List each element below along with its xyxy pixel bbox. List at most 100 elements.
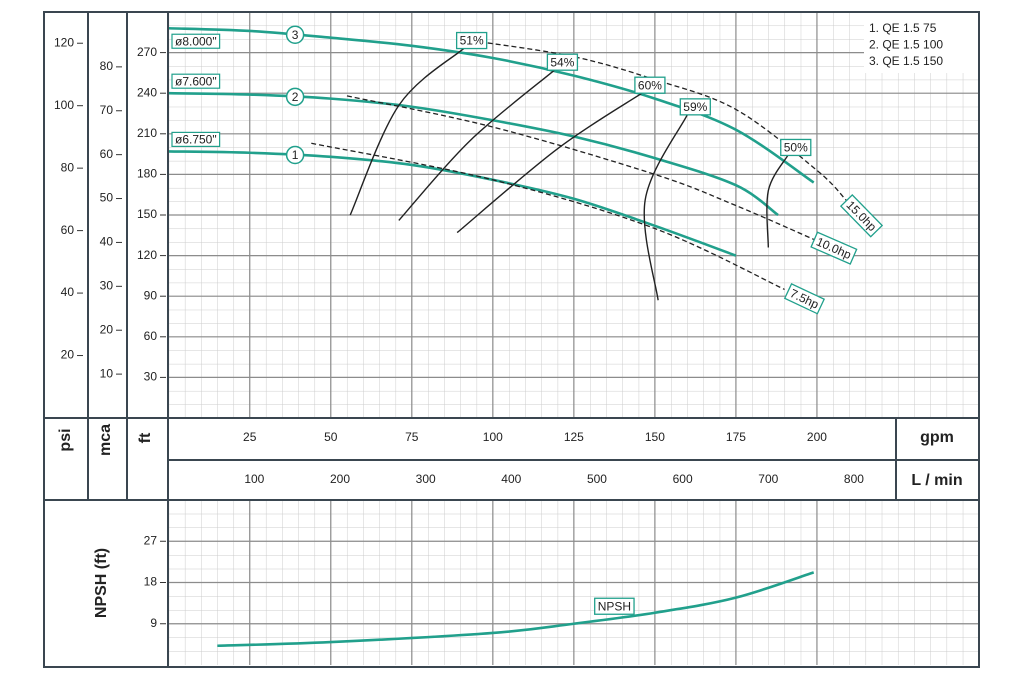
efficiency-label-box — [634, 76, 666, 94]
x-tick-label: 175 — [726, 430, 746, 444]
diameter-label-box — [171, 33, 221, 49]
y2-axis-label: mca — [97, 424, 114, 456]
npsh-axis-label: NPSH (ft) — [93, 548, 110, 618]
efficiency-label-text: 60% — [638, 78, 662, 92]
y2-tick-label: 50 — [100, 191, 114, 205]
legend-box — [864, 13, 978, 73]
curve-name-label-text: NPSH — [598, 599, 631, 613]
efficiency-label-box — [679, 98, 711, 116]
x2-tick-label: 300 — [416, 472, 436, 486]
curve-marker-text: 2 — [292, 90, 299, 104]
y2-tick-label: 10 — [100, 366, 114, 380]
outer-frame — [43, 11, 980, 668]
diameter-label: ø7.600" — [171, 73, 221, 89]
y-tick-label: 150 — [137, 207, 157, 221]
diameter-label-text: ø7.600" — [175, 74, 217, 88]
efficiency-curve — [766, 155, 789, 248]
diameter-label-box — [171, 131, 221, 147]
efficiency-curve — [349, 48, 465, 216]
x-tick-label: 125 — [564, 430, 584, 444]
x-tick-label: 200 — [807, 430, 827, 444]
y3-tick-label: 20 — [61, 348, 75, 362]
efficiency-label: 51% — [455, 31, 488, 50]
curve-marker — [285, 87, 305, 107]
y-tick-label: 240 — [137, 85, 157, 99]
y2-tick-label: 80 — [100, 59, 114, 73]
curve-marker-text: 3 — [292, 28, 299, 42]
x-tick-label: 100 — [483, 430, 503, 444]
x-tick-label: 150 — [645, 430, 665, 444]
legend-entry: 1. QE 1.5 75 — [869, 21, 937, 35]
curve — [168, 26, 815, 184]
power-line — [346, 95, 814, 240]
y3-axis-label: psi — [57, 428, 74, 451]
power-label-box — [839, 194, 884, 238]
curve-marker — [285, 145, 305, 165]
curve-name-label-box — [594, 597, 635, 615]
curve-marker — [285, 25, 305, 44]
legend-entry: 3. QE 1.5 150 — [869, 54, 943, 68]
y3-tick-label: 80 — [61, 160, 75, 174]
x2-tick-label: 800 — [844, 472, 864, 486]
legend: 1. QE 1.5 75 2. QE 1.5 100 3. QE 1.5 150 — [864, 13, 978, 73]
efficiency-label: 60% — [634, 76, 666, 94]
efficiency-label: 50% — [780, 138, 812, 157]
y2-tick-label: 70 — [100, 103, 114, 117]
efficiency-label: 59% — [679, 98, 711, 116]
efficiency-label-box — [455, 31, 488, 50]
efficiency-label-box — [780, 138, 812, 157]
y3-tick-label: 40 — [61, 285, 75, 299]
y-tick-label: 60 — [144, 329, 158, 343]
x-tick-label: 50 — [324, 430, 338, 444]
y3-tick-label: 60 — [61, 223, 75, 237]
marks — [168, 26, 847, 648]
x2-tick-label: 700 — [758, 472, 778, 486]
y-tick-label: 30 — [144, 370, 158, 384]
x2-tick-label: 500 — [587, 472, 607, 486]
y-tick-label: 18 — [144, 575, 158, 589]
efficiency-curve — [643, 114, 688, 301]
legend-entry: 2. QE 1.5 100 — [869, 38, 943, 52]
diameter-label-text: ø6.750" — [175, 133, 217, 147]
curve — [168, 150, 737, 257]
y2-tick-label: 40 — [100, 235, 114, 249]
y-tick-label: 270 — [137, 45, 157, 59]
y-tick-label: 27 — [144, 533, 158, 547]
diameter-label-text: ø8.000" — [175, 34, 217, 48]
diameter-label: ø8.000" — [171, 33, 221, 49]
efficiency-label-text: 59% — [683, 100, 707, 114]
y-axis-label: ft — [137, 432, 154, 443]
efficiency-curve — [456, 92, 643, 234]
diameter-label-box — [171, 73, 221, 89]
y-tick-label: 180 — [137, 167, 157, 181]
x2-tick-label: 100 — [244, 472, 264, 486]
curve — [217, 571, 815, 648]
power-line — [311, 142, 785, 291]
y3-tick-label: 100 — [54, 98, 74, 112]
x2-tick-label: 400 — [501, 472, 521, 486]
y-tick-label: 210 — [137, 126, 157, 140]
grid — [168, 12, 979, 665]
efficiency-label-box — [546, 53, 579, 71]
curve-name-label: NPSH — [594, 597, 635, 615]
x-tick-label: 75 — [405, 430, 419, 444]
y2-tick-label: 60 — [100, 147, 114, 161]
efficiency-label-text: 51% — [460, 34, 484, 48]
efficiency-label: 54% — [546, 53, 579, 71]
y-tick-label: 90 — [144, 288, 158, 302]
y2-tick-label: 30 — [100, 278, 114, 292]
efficiency-curve — [398, 69, 555, 221]
power-label-box — [783, 283, 826, 315]
frame — [43, 11, 980, 668]
x-tick-label: 25 — [243, 430, 257, 444]
x2-tick-label: 200 — [330, 472, 350, 486]
curve-marker-text: 1 — [292, 148, 299, 162]
x2-axis-label: L / min — [911, 472, 962, 489]
efficiency-label-text: 50% — [784, 141, 808, 155]
x-axis-label: gpm — [920, 429, 954, 446]
power-label-box — [810, 231, 858, 265]
y-tick-label: 120 — [137, 248, 157, 262]
y2-tick-label: 20 — [100, 322, 114, 336]
